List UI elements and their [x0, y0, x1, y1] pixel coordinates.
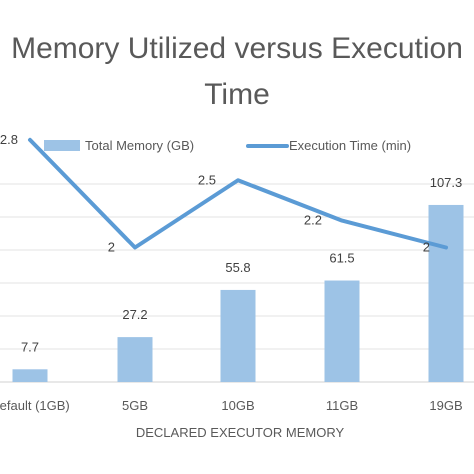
line-data-labels: 2.8 2 2.5 2.2 2 [0, 132, 430, 255]
chart-title-group: Memory Utilized versus Execution Time [11, 32, 463, 111]
bar [428, 204, 464, 382]
bar [12, 369, 48, 382]
x-tick-label: 19GB [429, 398, 462, 413]
x-tick-labels: Default (1GB) 5GB 10GB 11GB 19GB [0, 398, 463, 413]
x-tick-label: 11GB [326, 398, 358, 413]
bar-value-label: 55.8 [225, 260, 250, 275]
bar-data-labels: 7.7 27.2 55.8 61.5 107.3 [21, 175, 462, 354]
x-tick-label: Default (1GB) [0, 398, 70, 413]
bar [220, 289, 256, 382]
line-value-label: 2 [423, 240, 430, 255]
chart-title-line-2: Time [204, 78, 270, 111]
legend-swatch-total-memory [44, 140, 80, 151]
bar-value-label: 107.3 [430, 175, 463, 190]
bar [117, 337, 153, 382]
legend-label-total-memory: Total Memory (GB) [85, 138, 194, 153]
line-value-label: 2.5 [198, 172, 216, 187]
execution-time-line [28, 137, 448, 250]
line-value-label: 2 [108, 240, 115, 255]
line-series [28, 137, 448, 250]
legend-label-execution-time: Execution Time (min) [289, 138, 411, 153]
bar-value-label: 7.7 [21, 339, 39, 354]
bar [324, 280, 360, 382]
legend: Total Memory (GB) Execution Time (min) [44, 138, 411, 153]
bar-series [12, 204, 464, 382]
chart-title-line-1: Memory Utilized versus Execution [11, 32, 463, 65]
x-tick-label: 5GB [122, 398, 148, 413]
x-axis-label: DECLARED EXECUTOR MEMORY [136, 425, 345, 440]
line-value-label: 2.8 [0, 132, 18, 147]
x-tick-label: 10GB [221, 398, 254, 413]
bar-value-label: 61.5 [329, 251, 354, 266]
bar-value-label: 27.2 [122, 307, 147, 322]
line-value-label: 2.2 [304, 213, 322, 228]
